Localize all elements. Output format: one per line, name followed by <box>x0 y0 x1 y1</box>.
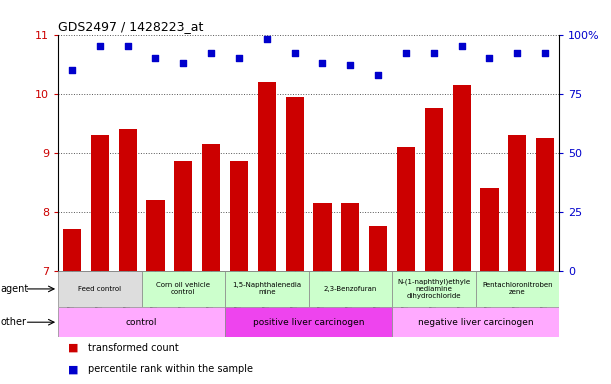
Point <box>262 36 272 42</box>
Text: ■: ■ <box>68 343 79 353</box>
Point <box>150 55 160 61</box>
Bar <box>480 188 499 271</box>
Point <box>318 60 327 66</box>
Text: ■: ■ <box>68 364 79 374</box>
Text: positive liver carcinogen: positive liver carcinogen <box>253 318 364 327</box>
Bar <box>397 147 415 271</box>
Bar <box>309 271 392 307</box>
Bar <box>392 271 475 307</box>
Point <box>207 50 216 56</box>
Bar <box>508 135 526 271</box>
Point <box>234 55 244 61</box>
Point <box>401 50 411 56</box>
Text: GDS2497 / 1428223_at: GDS2497 / 1428223_at <box>58 20 203 33</box>
Point <box>540 50 550 56</box>
Text: percentile rank within the sample: percentile rank within the sample <box>88 364 253 374</box>
Bar <box>313 203 332 271</box>
Point <box>290 50 299 56</box>
Bar <box>174 162 192 271</box>
Bar <box>225 271 309 307</box>
Bar <box>225 307 392 337</box>
Text: transformed count: transformed count <box>88 343 179 353</box>
Bar <box>453 85 470 271</box>
Bar <box>91 135 109 271</box>
Bar <box>58 271 142 307</box>
Bar <box>202 144 220 271</box>
Text: 1,5-Naphthalenedia
mine: 1,5-Naphthalenedia mine <box>232 282 301 295</box>
Point <box>457 43 467 50</box>
Text: negative liver carcinogen: negative liver carcinogen <box>418 318 533 327</box>
Bar <box>119 129 137 271</box>
Bar <box>147 200 164 271</box>
Text: 2,3-Benzofuran: 2,3-Benzofuran <box>324 286 377 292</box>
Point <box>67 67 77 73</box>
Point <box>429 50 439 56</box>
Bar <box>142 271 225 307</box>
Point <box>373 72 383 78</box>
Bar <box>425 108 443 271</box>
Point <box>345 62 355 68</box>
Text: Feed control: Feed control <box>78 286 122 292</box>
Text: N-(1-naphthyl)ethyle
nediamine
dihydrochloride: N-(1-naphthyl)ethyle nediamine dihydroch… <box>397 279 470 299</box>
Point <box>178 60 188 66</box>
Point <box>485 55 494 61</box>
Text: agent: agent <box>1 284 29 294</box>
Bar <box>536 138 554 271</box>
Text: other: other <box>1 317 27 327</box>
Point <box>95 43 104 50</box>
Bar <box>63 229 81 271</box>
Text: control: control <box>126 318 157 327</box>
Bar <box>58 307 225 337</box>
Bar <box>285 96 304 271</box>
Bar <box>342 203 359 271</box>
Text: Pentachloronitroben
zene: Pentachloronitroben zene <box>482 282 552 295</box>
Bar <box>369 227 387 271</box>
Text: Corn oil vehicle
control: Corn oil vehicle control <box>156 282 210 295</box>
Bar <box>258 82 276 271</box>
Point <box>123 43 133 50</box>
Point <box>513 50 522 56</box>
Bar <box>475 271 559 307</box>
Bar <box>392 307 559 337</box>
Bar <box>230 162 248 271</box>
